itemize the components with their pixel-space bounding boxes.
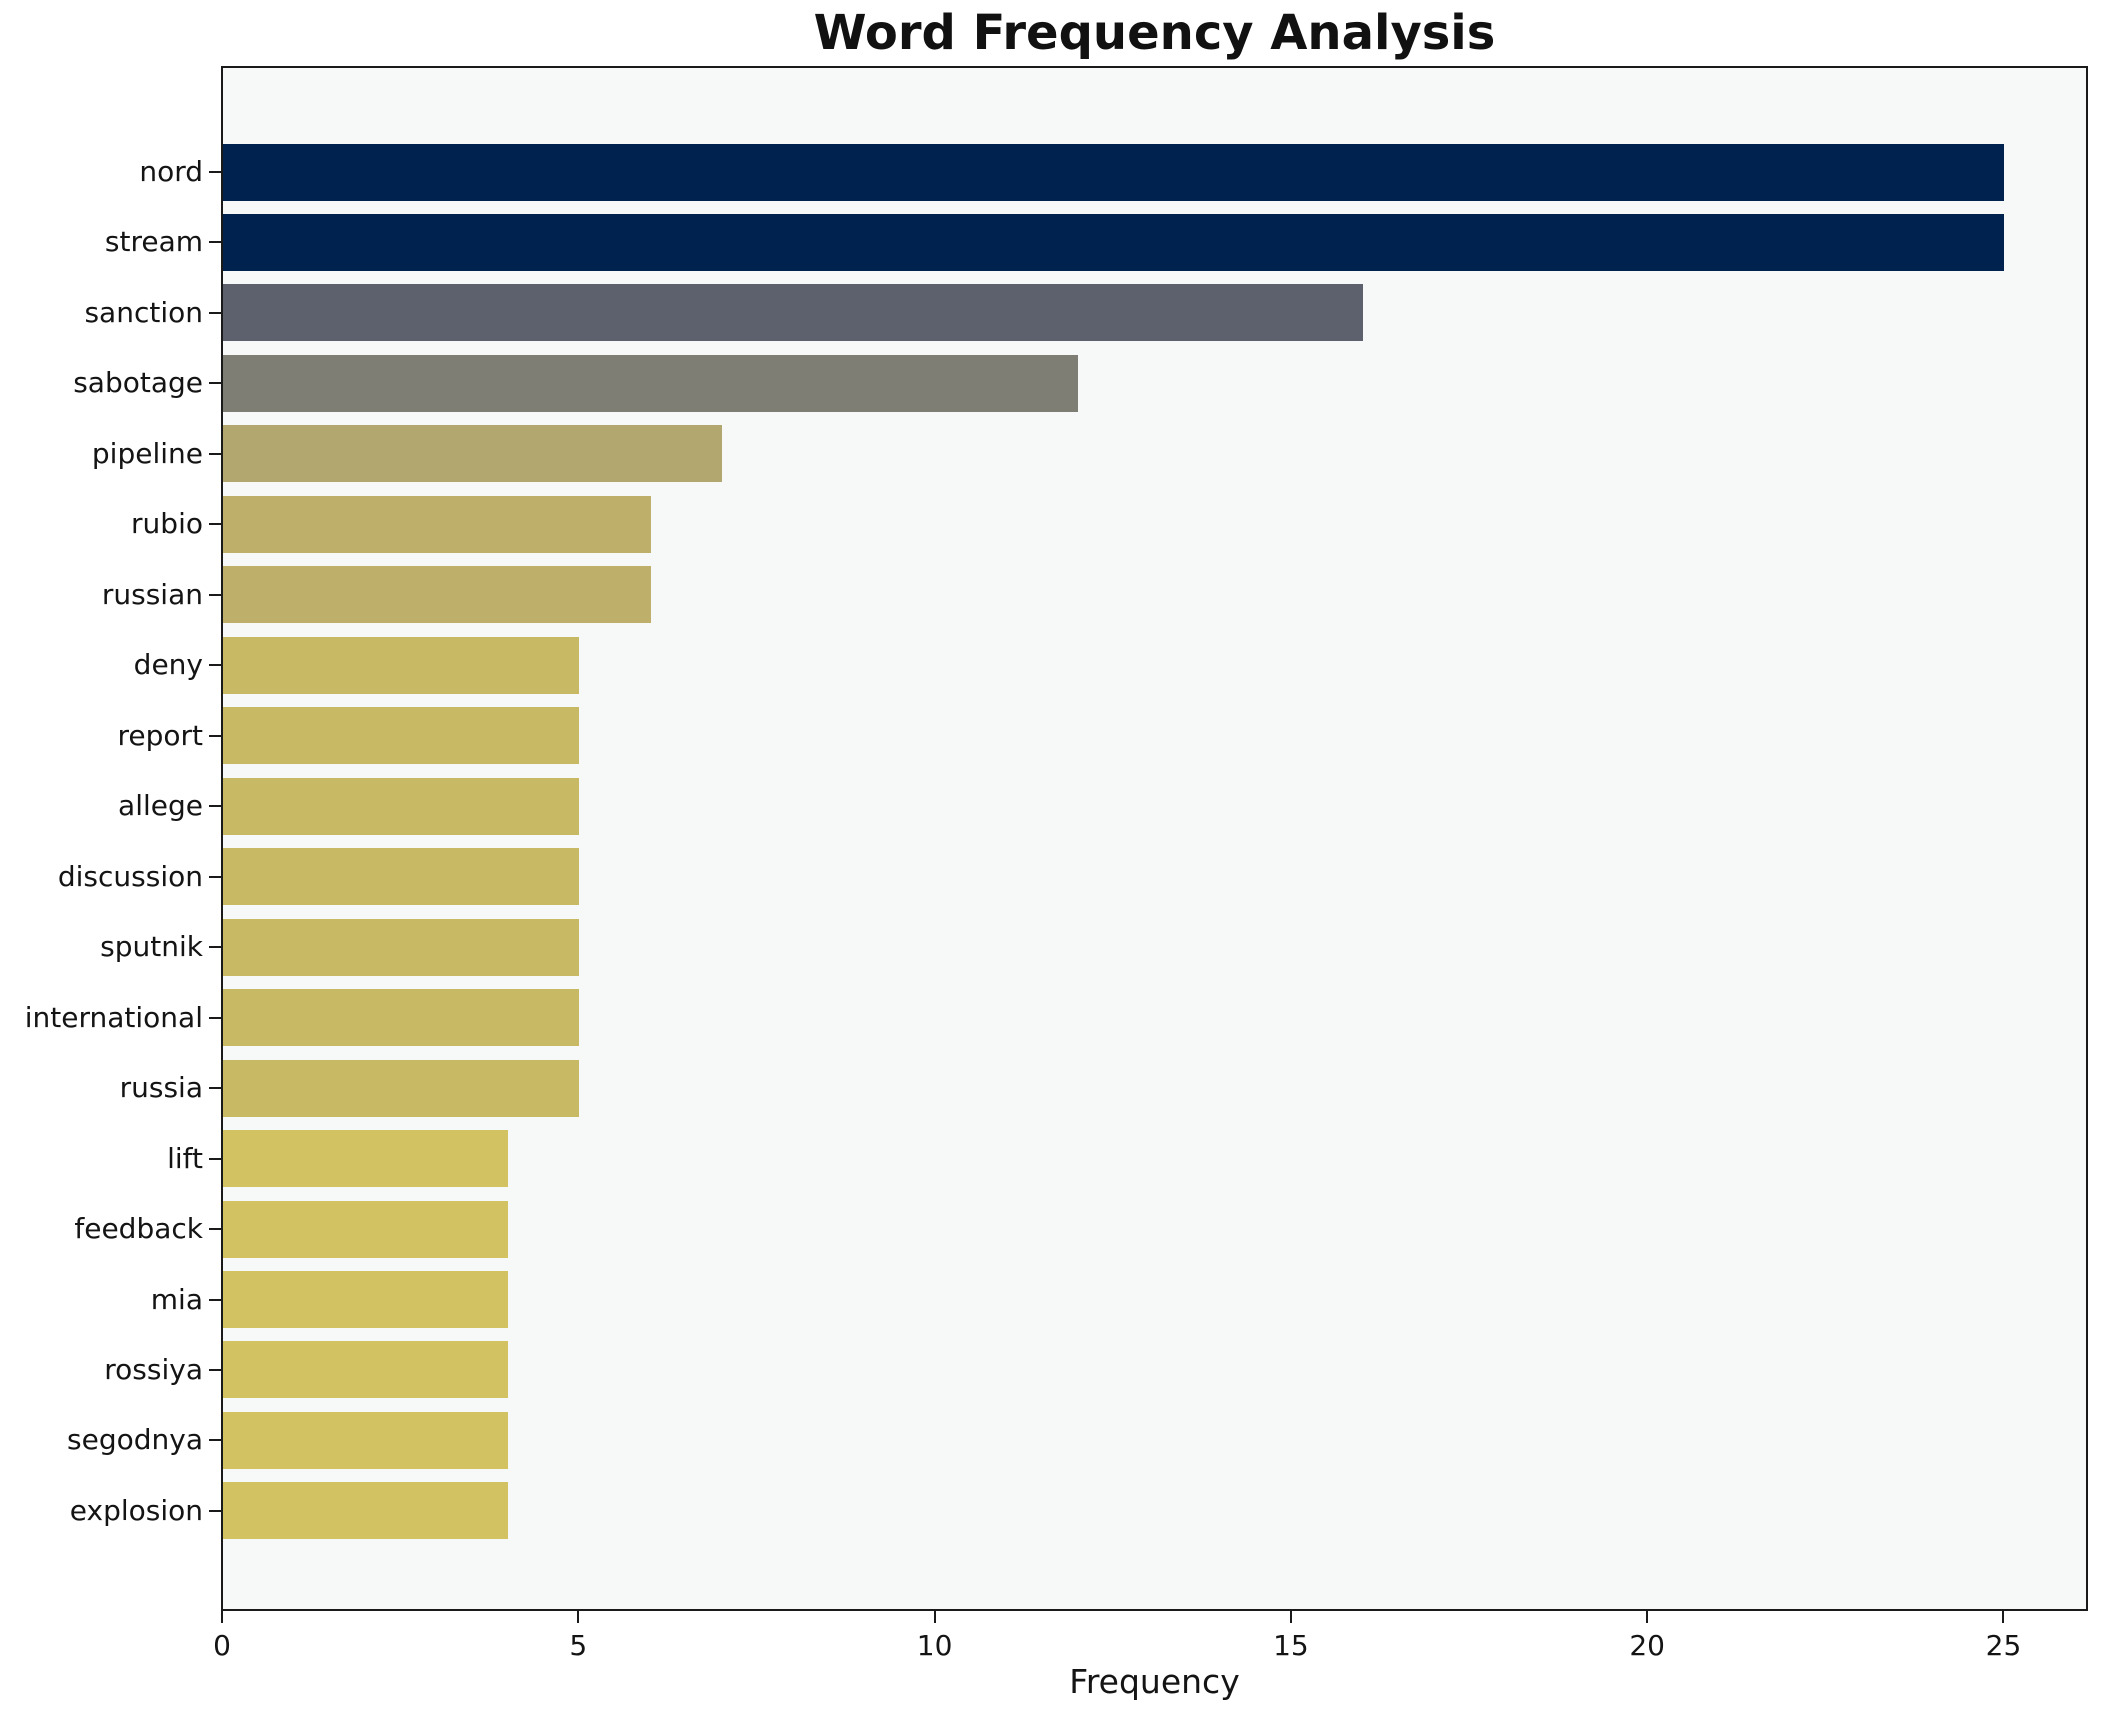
y-tick-label-sanction: sanction: [84, 295, 203, 329]
bar-report: [223, 707, 580, 765]
plot-area: [221, 66, 2088, 1611]
y-tick-label-explosion: explosion: [69, 1493, 203, 1527]
bar-nord: [223, 143, 2005, 201]
y-tick-label-rossiya: rossiya: [104, 1352, 203, 1386]
y-tick-label-report: report: [117, 718, 203, 752]
y-tick-label-feedback: feedback: [74, 1212, 203, 1246]
y-tick-label-sputnik: sputnik: [100, 930, 203, 964]
bar-sabotage: [223, 354, 1079, 412]
bar-russia: [223, 1059, 580, 1117]
chart-title: Word Frequency Analysis: [813, 5, 1496, 61]
y-tick-label-russia: russia: [119, 1071, 203, 1105]
y-tick-rubio: [209, 523, 221, 526]
bar-explosion: [223, 1482, 509, 1540]
x-tick-label-25: 25: [1985, 1629, 2022, 1662]
bar-lift: [223, 1130, 509, 1188]
bar-sanction: [223, 284, 1364, 342]
y-tick-label-sabotage: sabotage: [73, 366, 203, 400]
y-tick-feedback: [209, 1228, 221, 1231]
bar-pipeline: [223, 425, 722, 483]
y-tick-nord: [209, 171, 221, 173]
x-tick-label-20: 20: [1629, 1629, 1665, 1662]
bar-rossiya: [223, 1341, 509, 1399]
y-tick-label-discussion: discussion: [57, 859, 203, 893]
y-tick-rossiya: [209, 1368, 221, 1371]
y-tick-russian: [209, 593, 221, 596]
y-tick-allege: [209, 805, 221, 808]
x-axis-label: Frequency: [1069, 1662, 1240, 1701]
x-tick-10: [933, 1611, 936, 1623]
bar-sputnik: [223, 918, 580, 976]
bar-russian: [223, 566, 651, 624]
bar-stream: [223, 213, 2005, 271]
y-tick-label-allege: allege: [118, 789, 203, 823]
bar-international: [223, 989, 580, 1047]
y-tick-label-lift: lift: [167, 1141, 203, 1175]
bar-mia: [223, 1271, 509, 1329]
x-tick-20: [1646, 1611, 1649, 1623]
y-tick-label-rubio: rubio: [131, 507, 203, 541]
x-tick-label-5: 5: [569, 1629, 588, 1662]
bar-feedback: [223, 1200, 509, 1258]
bars-container: [223, 68, 2086, 1609]
y-tick-label-mia: mia: [150, 1282, 203, 1316]
y-tick-explosion: [209, 1509, 221, 1512]
y-tick-sputnik: [209, 946, 221, 949]
y-tick-label-pipeline: pipeline: [91, 436, 203, 470]
x-tick-0: [221, 1611, 223, 1623]
y-tick-label-international: international: [24, 1000, 203, 1034]
y-tick-label-deny: deny: [133, 648, 203, 682]
y-tick-sabotage: [209, 382, 221, 385]
x-tick-25: [2002, 1611, 2005, 1623]
y-tick-mia: [209, 1298, 221, 1301]
x-tick-5: [577, 1611, 580, 1623]
x-tick-15: [1289, 1611, 1292, 1623]
bar-rubio: [223, 495, 651, 553]
y-tick-label-segodnya: segodnya: [67, 1423, 203, 1457]
y-tick-deny: [209, 664, 221, 667]
y-tick-report: [209, 734, 221, 737]
y-tick-label-nord: nord: [139, 155, 203, 188]
y-tick-international: [209, 1016, 221, 1019]
y-tick-segodnya: [209, 1439, 221, 1442]
bar-deny: [223, 636, 580, 694]
bar-segodnya: [223, 1411, 509, 1469]
x-tick-label-15: 15: [1273, 1629, 1309, 1662]
y-tick-label-stream: stream: [104, 225, 203, 259]
bar-allege: [223, 777, 580, 835]
x-tick-label-10: 10: [916, 1629, 953, 1662]
y-tick-lift: [209, 1157, 221, 1160]
bar-discussion: [223, 848, 580, 906]
y-tick-russia: [209, 1087, 221, 1090]
y-tick-sanction: [209, 311, 221, 314]
y-tick-discussion: [209, 875, 221, 878]
y-tick-pipeline: [209, 452, 221, 455]
y-tick-label-russian: russian: [101, 577, 203, 611]
y-tick-stream: [209, 241, 221, 244]
x-tick-label-0: 0: [213, 1629, 231, 1662]
